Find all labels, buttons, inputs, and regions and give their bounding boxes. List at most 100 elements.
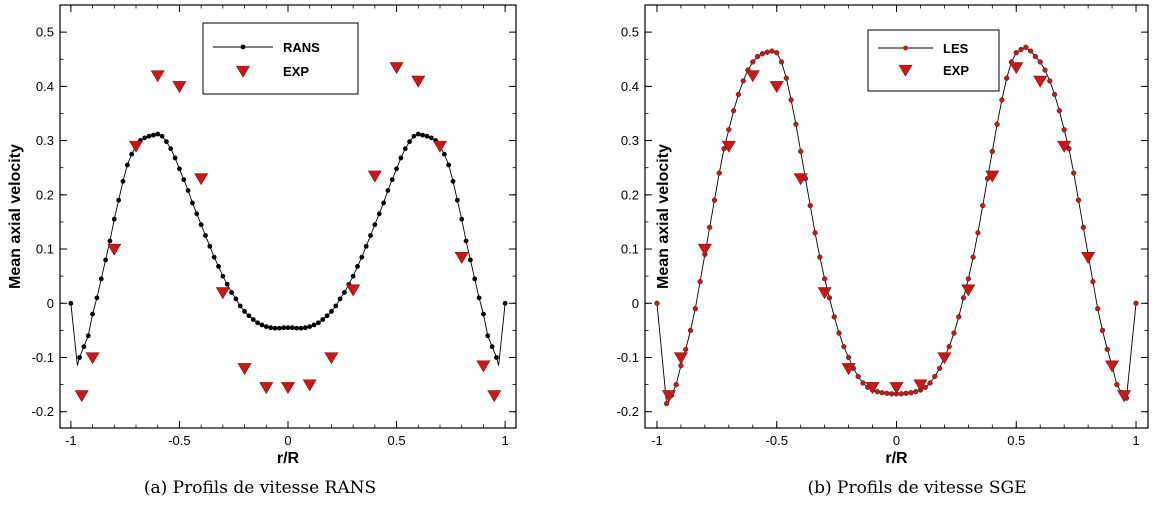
data-point-les xyxy=(764,49,770,55)
data-point-les xyxy=(956,314,962,320)
data-point-les xyxy=(1037,59,1043,65)
data-point-les xyxy=(769,48,775,54)
data-point-rans xyxy=(302,325,308,331)
y-tick-label: -0.1 xyxy=(32,350,54,365)
data-point-rans xyxy=(355,263,360,269)
data-point-rans xyxy=(103,257,108,263)
y-axis-label: Mean axial velocity xyxy=(7,144,24,289)
data-point-les xyxy=(707,224,713,230)
data-point-rans xyxy=(420,132,426,138)
data-point-exp xyxy=(215,287,230,300)
legend-marker-exp xyxy=(235,65,251,78)
y-tick-label: -0.2 xyxy=(32,404,54,419)
data-point-les xyxy=(735,91,742,98)
data-point-les xyxy=(841,344,847,350)
data-point-exp xyxy=(937,352,952,365)
y-tick-label: 0.3 xyxy=(621,133,639,148)
data-point-rans xyxy=(233,296,239,302)
data-point-rans xyxy=(424,133,430,139)
data-point-exp xyxy=(346,284,361,297)
data-point-les xyxy=(1114,381,1120,388)
data-point-les xyxy=(716,170,722,176)
x-tick-label: -0.5 xyxy=(168,433,190,448)
data-point-exp xyxy=(1057,140,1072,153)
data-point-rans xyxy=(359,254,365,260)
y-tick-label: -0.2 xyxy=(617,404,639,419)
data-point-rans xyxy=(363,243,369,249)
data-point-rans xyxy=(276,325,282,331)
data-point-rans xyxy=(476,295,482,301)
data-point-rans xyxy=(368,233,373,238)
data-point-les xyxy=(984,175,991,182)
data-point-les xyxy=(908,390,914,396)
data-point-rans xyxy=(168,146,174,152)
x-tick-label: -0.5 xyxy=(766,433,788,448)
data-point-exp xyxy=(961,284,976,297)
data-point-les xyxy=(999,97,1005,103)
data-point-les xyxy=(836,330,842,336)
data-point-exp xyxy=(85,352,100,365)
data-point-rans xyxy=(320,317,326,322)
legend-label-les: LES xyxy=(943,41,969,56)
data-point-exp xyxy=(769,81,784,94)
y-tick-label: 0.5 xyxy=(36,25,54,40)
data-point-rans xyxy=(181,177,187,183)
data-point-les xyxy=(1027,48,1034,54)
data-point-les xyxy=(778,59,785,65)
x-tick-label: 1 xyxy=(502,433,509,448)
data-point-les xyxy=(826,295,833,301)
data-point-les xyxy=(1104,346,1110,353)
data-point-rans xyxy=(111,216,117,222)
data-point-rans xyxy=(268,325,274,331)
chart-panel-a: -1 -0.5 0 0.5 1 -0.2 -0.1 0 0.1 0.2 0.3 0.4 0.5 r/R Me… xyxy=(7,4,517,498)
data-point-rans xyxy=(272,325,278,331)
data-point-rans xyxy=(185,188,191,193)
x-axis-label: r/R xyxy=(885,450,908,467)
data-point-exp xyxy=(150,70,165,83)
data-point-exp xyxy=(865,382,880,395)
data-point-les xyxy=(730,108,737,114)
data-point-exp xyxy=(128,140,144,153)
data-point-exp xyxy=(1009,62,1024,75)
data-point-rans xyxy=(198,222,204,228)
data-point-les xyxy=(951,330,957,336)
x-tick-label: -1 xyxy=(651,433,663,448)
data-point-les xyxy=(1004,75,1010,81)
data-point-exp xyxy=(1033,75,1048,88)
data-point-rans xyxy=(116,197,122,203)
chart-panel-b: -1 -0.5 0 0.5 1 -0.2 -0.1 0 0.1 0.2 0.3 0.4 0.5 r/R Me… xyxy=(617,4,1149,498)
data-point-rans xyxy=(164,139,169,145)
data-point-rans xyxy=(177,166,182,172)
data-point-les xyxy=(663,400,670,407)
series-line-rans xyxy=(70,133,506,366)
data-point-rans xyxy=(224,281,230,287)
data-point-rans xyxy=(459,216,465,222)
data-point-les xyxy=(975,230,981,236)
data-point-rans xyxy=(454,197,460,203)
data-point-exp xyxy=(817,287,832,300)
data-point-exp xyxy=(280,382,296,395)
data-point-les xyxy=(1032,53,1039,60)
data-point-les xyxy=(683,346,689,353)
data-point-exp xyxy=(721,140,736,153)
data-point-les xyxy=(965,276,972,282)
data-point-rans xyxy=(237,303,243,309)
data-point-rans xyxy=(203,233,208,238)
data-point-les xyxy=(1071,170,1077,176)
data-point-exp xyxy=(107,243,122,256)
data-point-exp xyxy=(302,379,317,392)
figure-caption: (b) Profils de vitesse SGE xyxy=(807,478,1026,498)
data-point-rans xyxy=(150,132,156,138)
data-point-exp xyxy=(389,62,404,75)
y-tick-label: 0 xyxy=(47,296,54,311)
data-point-les xyxy=(922,384,928,390)
data-point-rans xyxy=(172,155,178,161)
data-point-les xyxy=(1042,67,1048,73)
data-point-rans xyxy=(211,254,217,260)
data-point-les xyxy=(1047,78,1053,84)
data-point-rans xyxy=(333,303,339,309)
y-tick-label: -0.1 xyxy=(617,350,639,365)
legend: LES EXP xyxy=(867,29,1000,92)
data-point-exp xyxy=(793,173,808,186)
